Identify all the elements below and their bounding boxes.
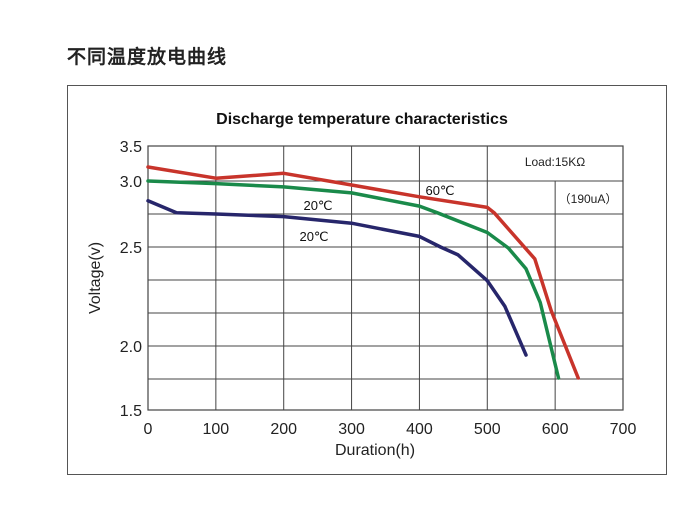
- series-line-0: [146, 165, 580, 380]
- y-tick-label: 2.0: [120, 339, 142, 356]
- series-label-20c-navy: 20℃: [299, 229, 328, 244]
- y-tick-label: 1.5: [120, 403, 142, 420]
- y-tick-label: 3.5: [120, 139, 142, 156]
- x-tick-label: 300: [338, 421, 365, 438]
- load-annotation: Load:15KΩ: [525, 155, 585, 169]
- plot-area: [147, 145, 624, 411]
- y-tick-label: 2.5: [120, 240, 142, 257]
- series-line-2: [146, 199, 528, 357]
- page-title: 不同温度放电曲线: [67, 46, 228, 68]
- series-line-1: [146, 179, 561, 380]
- x-tick-label: 0: [144, 421, 153, 438]
- x-tick-label: 700: [610, 421, 637, 438]
- current-annotation: （190uA）: [559, 192, 618, 206]
- x-tick-label: 500: [474, 421, 501, 438]
- x-tick-label: 100: [203, 421, 230, 438]
- x-tick-label: 400: [406, 421, 433, 438]
- chart-frame: [67, 85, 667, 475]
- x-tick-label: 600: [542, 421, 569, 438]
- x-axis-label: Duration(h): [335, 442, 415, 459]
- x-tick-label: 200: [270, 421, 297, 438]
- chart-title: Discharge temperature characteristics: [216, 111, 508, 128]
- series-label-60c: 60℃: [425, 183, 454, 198]
- y-tick-label: 3.0: [120, 174, 142, 191]
- y-axis-label: Voltage(v): [87, 242, 104, 314]
- series-label-20c-green: 20℃: [303, 198, 332, 213]
